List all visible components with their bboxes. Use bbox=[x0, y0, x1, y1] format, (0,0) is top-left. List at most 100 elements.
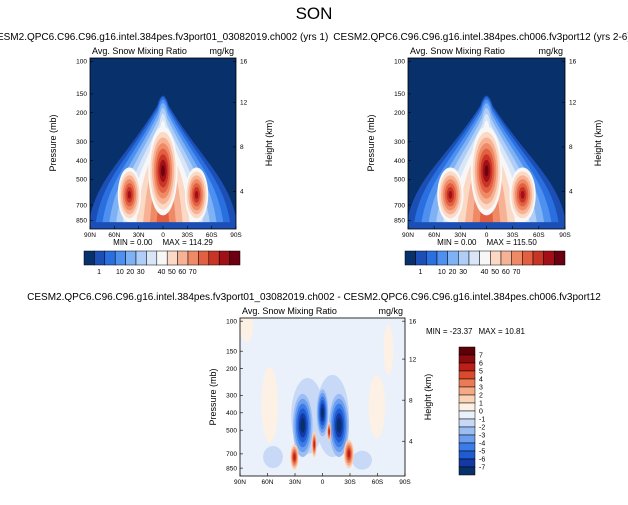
colorbar-swatch bbox=[458, 378, 476, 388]
colorbar-swatch bbox=[218, 250, 230, 266]
figure-title: SON bbox=[296, 4, 333, 23]
panel-c-y-tick: 200 bbox=[226, 366, 237, 373]
panel-a-ticks: 90N 60N 30N 0 30S 60S 90S 100 150 200 300 400 500 700… bbox=[76, 59, 247, 239]
panel-b-x-tick: 30S bbox=[507, 232, 519, 239]
field-contour bbox=[347, 450, 351, 458]
colorbar-swatch bbox=[198, 250, 210, 266]
colorbar-swatch bbox=[458, 354, 476, 364]
colorbar-swatch bbox=[511, 250, 523, 266]
panel-a-x-tick: 30N bbox=[133, 232, 145, 239]
colorbar-swatch bbox=[94, 250, 106, 266]
panel-b-y-tick: 850 bbox=[394, 218, 405, 225]
panel-c-x-tick: 60N bbox=[262, 479, 274, 486]
colorbar-label: 5 bbox=[479, 369, 483, 376]
colorbar-swatch bbox=[554, 250, 566, 266]
field-contour bbox=[383, 324, 394, 375]
panel-a-x-tick: 0 bbox=[161, 232, 165, 239]
panel-b-ticks: 90N 60N 30N 0 30S 60S 90S 100 150 200 300 400 500 700… bbox=[394, 59, 576, 239]
panel-b-x-tick: 60N bbox=[428, 232, 440, 239]
panel-b-x-tick: 0 bbox=[485, 232, 489, 239]
colorbar-swatch bbox=[208, 250, 220, 266]
colorbar-swatch bbox=[458, 434, 476, 444]
panel-b-y-tick: 200 bbox=[394, 110, 405, 117]
panel-a-field bbox=[90, 58, 236, 229]
panel-b-variable: Avg. Snow Mixing Ratio bbox=[410, 46, 505, 56]
colorbar-swatch bbox=[177, 250, 189, 266]
colorbar-label: 10 bbox=[116, 269, 124, 276]
colorbar-swatch bbox=[83, 250, 95, 266]
colorbar-label: 50 bbox=[491, 269, 499, 276]
colorbar-label: 1 bbox=[419, 269, 423, 276]
panel-b-units: mg/kg bbox=[538, 46, 563, 56]
field-contour bbox=[293, 453, 296, 461]
panel-b-x-tick: 90N bbox=[402, 232, 414, 239]
colorbar-swatch bbox=[490, 250, 502, 266]
colorbar-label: 6 bbox=[479, 361, 483, 368]
field-contour bbox=[300, 418, 305, 433]
colorbar-label: 70 bbox=[189, 269, 197, 276]
panel-a-ylabel: Pressure (mb) bbox=[48, 114, 58, 171]
colorbar-swatch bbox=[458, 250, 470, 266]
panel-c: CESM2.QPC6.C96.C96.g16.intel.384pes.fv3p… bbox=[27, 292, 601, 486]
panel-b-y-tick: 400 bbox=[394, 158, 405, 165]
panel-a-y-tick: 700 bbox=[76, 202, 87, 209]
colorbar-label: 30 bbox=[137, 269, 145, 276]
panel-a-y-tick: 500 bbox=[76, 177, 87, 184]
panel-b-max: 115.50 bbox=[513, 238, 537, 247]
colorbar-swatch bbox=[458, 362, 476, 372]
colorbar-label: 40 bbox=[481, 269, 489, 276]
colorbar-label: 1 bbox=[97, 269, 101, 276]
panel-a-min-label: MIN = bbox=[113, 238, 137, 247]
field-contour bbox=[336, 418, 342, 433]
colorbar-label: -1 bbox=[479, 417, 485, 424]
panel-a-max: 114.29 bbox=[189, 238, 213, 247]
colorbar-swatch bbox=[458, 450, 476, 460]
panel-b-min: 0.00 bbox=[461, 238, 477, 247]
panel-b-x-tick: 90S bbox=[559, 232, 571, 239]
panel-c-min: -23.37 bbox=[450, 327, 473, 336]
colorbar-swatch bbox=[500, 250, 512, 266]
field-contour bbox=[484, 165, 489, 177]
panel-a-z-tick: 12 bbox=[240, 100, 248, 107]
panel-b-y-tick: 300 bbox=[394, 139, 405, 146]
colorbar-swatch bbox=[436, 250, 448, 266]
colorbar-swatch bbox=[458, 442, 476, 452]
colorbar-label: -7 bbox=[479, 465, 485, 472]
field-contour bbox=[240, 318, 254, 342]
colorbar-swatch bbox=[458, 418, 476, 428]
colorbar-swatch bbox=[125, 250, 137, 266]
field-contour bbox=[263, 445, 283, 469]
panel-a-y-tick: 400 bbox=[76, 158, 87, 165]
panel-b-field bbox=[408, 58, 565, 229]
panel-a-max-label: MAX = bbox=[163, 238, 189, 247]
panel-c-ticks: 90N 60N 30N 0 30S 60S 90S 100 150 200 300 400 500 700… bbox=[226, 318, 416, 486]
field-contour bbox=[520, 190, 525, 199]
colorbar-swatch bbox=[522, 250, 534, 266]
colorbar-swatch bbox=[447, 250, 459, 266]
panel-b: CESM2.QPC6.C96.C96.g16.intel.384pes.ch00… bbox=[333, 32, 628, 276]
panel-a-y-tick: 100 bbox=[76, 59, 87, 66]
colorbar-swatch bbox=[426, 250, 438, 266]
panel-a-x-tick: 60N bbox=[108, 232, 120, 239]
panel-b-z-tick: 12 bbox=[569, 100, 577, 107]
panel-c-ylabel-right: Height (km) bbox=[423, 374, 433, 421]
panel-b-x-tick: 60S bbox=[533, 232, 545, 239]
panel-b-z-tick: 16 bbox=[569, 59, 577, 66]
panel-c-z-tick: 16 bbox=[409, 318, 417, 325]
colorbar-swatch bbox=[458, 370, 476, 380]
panel-c-y-tick: 700 bbox=[226, 451, 237, 458]
colorbar-swatch bbox=[135, 250, 147, 266]
colorbar-label: 4 bbox=[479, 377, 483, 384]
panel-b-ylabel-right: Height (km) bbox=[593, 120, 603, 167]
panel-c-z-tick: 4 bbox=[409, 438, 413, 445]
colorbar-label: 50 bbox=[168, 269, 176, 276]
panel-b-y-tick: 100 bbox=[394, 59, 405, 66]
field-surface bbox=[90, 222, 236, 229]
panel-c-x-tick: 90S bbox=[399, 479, 411, 486]
colorbar-label: 20 bbox=[126, 269, 134, 276]
colorbar-label: -4 bbox=[479, 441, 485, 448]
panel-c-min-label: MIN = bbox=[426, 327, 450, 336]
panel-a-x-tick: 30S bbox=[182, 232, 194, 239]
colorbar-swatch bbox=[146, 250, 158, 266]
